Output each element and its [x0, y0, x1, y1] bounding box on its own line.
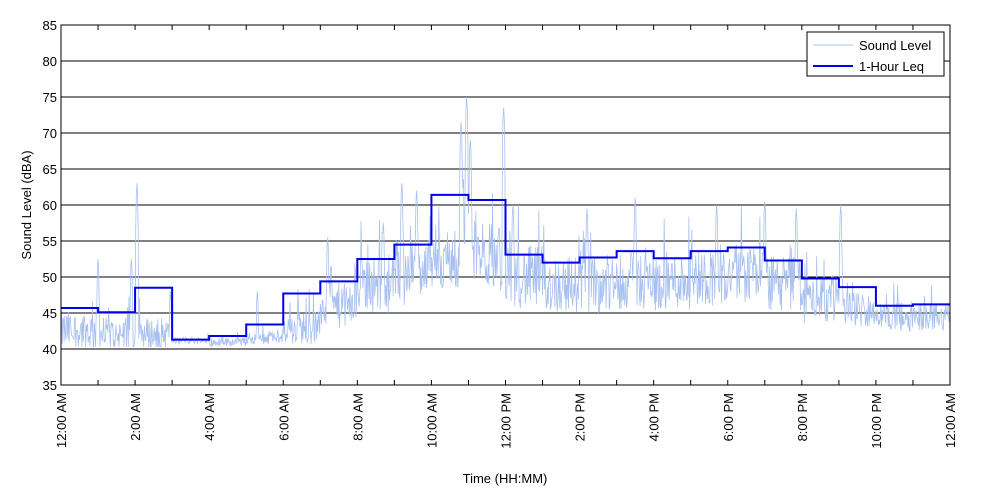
- y-axis: 35 40 45 50 55 60 65 70 75 80 85: [43, 18, 65, 393]
- x-axis: 12:00 AM 2:00 AM 4:00 AM 6:00 AM 8:00 AM 10:0…: [54, 25, 958, 449]
- legend-label-sound-level: Sound Level: [859, 38, 931, 53]
- y-tick-label: 70: [43, 126, 57, 141]
- legend-label-1-hour-leq: 1-Hour Leq: [859, 59, 924, 74]
- y-axis-title: Sound Level (dBA): [19, 150, 34, 259]
- x-axis-title: Time (HH:MM): [463, 471, 548, 486]
- y-tick-label: 65: [43, 162, 57, 177]
- x-tick-label: 4:00 PM: [647, 393, 662, 441]
- y-tick-label: 85: [43, 18, 57, 33]
- x-tick-label: 12:00 AM: [54, 393, 69, 448]
- x-tick-label: 2:00 PM: [573, 393, 588, 441]
- x-tick-label: 12:00 PM: [499, 393, 514, 449]
- y-tick-label: 75: [43, 90, 57, 105]
- x-tick-label: 8:00 AM: [350, 393, 365, 441]
- x-tick-label: 12:00 AM: [943, 393, 958, 448]
- y-tick-label: 45: [43, 306, 57, 321]
- x-tick-label: 4:00 AM: [202, 393, 217, 441]
- y-tick-label: 80: [43, 54, 57, 69]
- y-tick-label: 35: [43, 378, 57, 393]
- legend-box: [806, 31, 945, 77]
- x-tick-label: 10:00 AM: [424, 393, 439, 448]
- x-tick-label: 6:00 AM: [276, 393, 291, 441]
- x-tick-label: 6:00 PM: [721, 393, 736, 441]
- y-tick-label: 55: [43, 234, 57, 249]
- x-tick-label: 10:00 PM: [869, 393, 884, 449]
- leq-step-line: [61, 193, 950, 341]
- y-tick-label: 40: [43, 342, 57, 357]
- x-tick-label: 8:00 PM: [795, 393, 810, 441]
- x-tick-label: 2:00 AM: [128, 393, 143, 441]
- y-tick-label: 50: [43, 270, 57, 285]
- y-tick-label: 60: [43, 198, 57, 213]
- legend: Sound Level 1-Hour Leq: [806, 31, 945, 77]
- series-1-hour-leq: [61, 193, 950, 341]
